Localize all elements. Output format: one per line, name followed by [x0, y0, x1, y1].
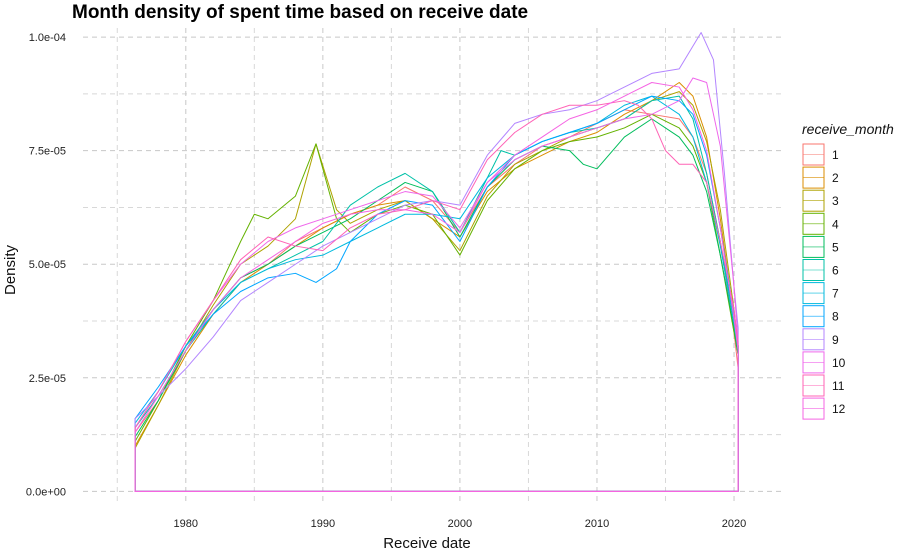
legend-item-2: 2: [802, 166, 839, 189]
y-tick-label: 0.0e+00: [26, 486, 66, 498]
legend-label: 8: [832, 310, 839, 324]
legend-label: 9: [832, 333, 839, 347]
density-line-month-8: [134, 95, 739, 492]
legend-item-1: 1: [802, 143, 839, 166]
legend-label: 10: [832, 356, 846, 370]
legend-item-10: 10: [802, 351, 846, 374]
y-tick-label: 1.0e-04: [29, 32, 66, 44]
legend-label: 3: [832, 194, 839, 208]
x-axis-title: Receive date: [383, 535, 471, 552]
legend-item-3: 3: [802, 189, 839, 212]
legend-title: receive_month: [802, 121, 894, 137]
x-tick-label: 1980: [174, 518, 198, 530]
density-line-month-12: [134, 82, 739, 492]
legend-item-7: 7: [802, 282, 839, 305]
legend-item-9: 9: [802, 328, 839, 351]
legend-label: 2: [832, 171, 839, 185]
legend-label: 1: [832, 148, 839, 162]
grid: [83, 28, 782, 505]
y-tick-label: 2.5e-05: [29, 373, 66, 385]
chart-title: Month density of spent time based on rec…: [72, 2, 528, 23]
axes: 1980 1990 2000 2010 2020 0.0e+00 2.5e-05 5.0e-0…: [26, 32, 746, 530]
density-line-month-7: [134, 95, 739, 492]
legend-label: 6: [832, 264, 839, 278]
density-line-month-11: [134, 100, 739, 492]
density-line-month-6: [134, 95, 739, 492]
density-line-month-5: [134, 118, 739, 492]
x-tick-label: 2010: [585, 518, 609, 530]
legend-item-5: 5: [802, 235, 839, 258]
y-tick-label: 7.5e-05: [29, 146, 66, 158]
legend-label: 11: [832, 379, 845, 393]
legend-item-12: 12: [802, 397, 846, 420]
y-tick-label: 5.0e-05: [29, 259, 66, 271]
legend-label: 7: [832, 287, 839, 301]
legend-item-8: 8: [802, 305, 839, 328]
legend-label: 12: [832, 402, 846, 416]
legend-label: 5: [832, 240, 839, 254]
legend-item-11: 11: [802, 374, 845, 397]
x-tick-label: 1990: [311, 518, 335, 530]
density-line-month-10: [134, 77, 739, 492]
y-axis-title: Density: [2, 244, 19, 295]
x-tick-label: 2000: [448, 518, 472, 530]
legend-item-6: 6: [802, 259, 839, 281]
x-tick-label: 2020: [722, 518, 746, 530]
series-layer: [134, 32, 739, 492]
legend-item-4: 4: [802, 212, 839, 235]
density-line-month-3: [134, 91, 739, 492]
density-line-month-9: [134, 32, 739, 492]
legend-label: 4: [832, 217, 839, 231]
